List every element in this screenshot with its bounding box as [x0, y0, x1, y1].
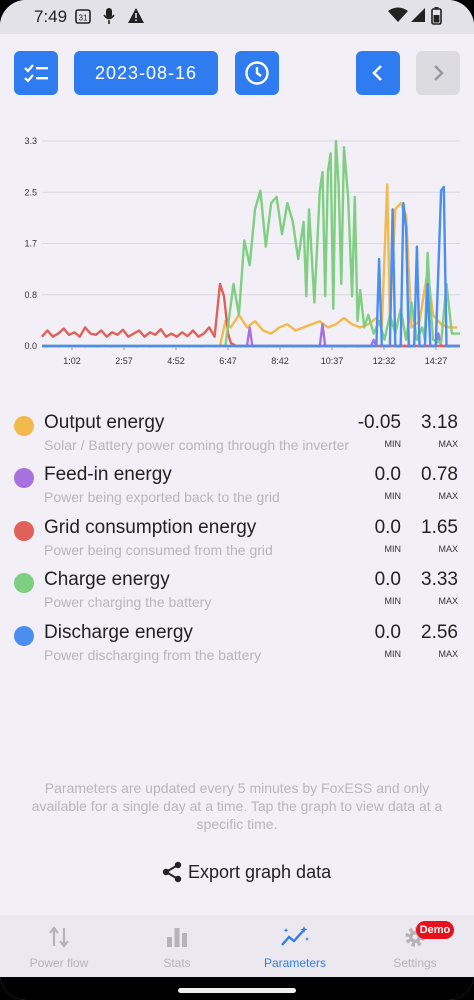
legend-min-value: 0.0: [374, 569, 401, 590]
warning-icon: [127, 7, 145, 27]
legend-row: Grid consumption energy Power being consu…: [14, 514, 464, 566]
export-graph-data-button[interactable]: Export graph data: [160, 858, 331, 886]
x-tick-label: 14:27: [425, 356, 448, 366]
nav-label-power-flow: Power flow: [29, 956, 89, 970]
legend-row: Feed-in energy Power being exported back …: [14, 461, 464, 513]
legend-min-value: 0.0: [374, 517, 401, 538]
legend-min-caption: MIN: [384, 649, 402, 659]
legend-max-caption: MAX: [438, 544, 458, 554]
demo-badge: Demo: [416, 921, 454, 939]
status-time: 7:49: [34, 7, 68, 26]
nav-label-stats: Stats: [163, 956, 191, 970]
legend-min-value: 0.0: [374, 464, 401, 485]
legend-color-dot: [14, 573, 34, 593]
nav-power-flow[interactable]: Power flow: [0, 915, 118, 977]
legend-max-value: 3.33: [421, 569, 458, 590]
legend-color-dot: [14, 416, 34, 436]
info-text: Parameters are updated every 5 minutes b…: [31, 780, 443, 832]
legend-max-value: 0.78: [421, 464, 458, 485]
x-tick-label: 1:02: [63, 356, 81, 366]
signal-icon: [410, 7, 426, 26]
nav-label-settings: Settings: [393, 956, 437, 970]
share-icon: [162, 861, 182, 883]
calendar-day: 31: [79, 14, 88, 23]
series-line-grid: [41, 282, 460, 348]
legend-min-caption: MIN: [384, 544, 402, 554]
legend-color-dot: [14, 521, 34, 541]
legend-row: Discharge energy Power discharging from t…: [14, 619, 464, 671]
stats-icon: [118, 925, 236, 951]
status-bar: 7:49 31: [0, 0, 474, 34]
export-label: Export graph data: [188, 861, 332, 882]
legend-min-caption: MIN: [384, 491, 402, 501]
chevron-left-icon: [372, 65, 382, 81]
x-tick-label: 4:52: [167, 356, 185, 366]
legend-color-dot: [14, 626, 34, 646]
legend-max-value: 2.56: [421, 622, 458, 643]
home-indicator[interactable]: [178, 988, 296, 993]
next-day-button[interactable]: [416, 51, 460, 95]
power-flow-icon: [0, 925, 118, 951]
legend-max-value: 1.65: [421, 517, 458, 538]
legend-color-dot: [14, 468, 34, 488]
mic-icon: [103, 7, 115, 28]
bottom-nav: Power flow Stats Parameters Settings: [0, 915, 474, 977]
y-tick-label: 0.8: [24, 290, 37, 300]
chevron-right-icon: [434, 65, 444, 81]
legend-max-caption: MAX: [438, 439, 458, 449]
checklist-icon: [24, 64, 48, 83]
legend-min-value: -0.05: [357, 412, 401, 433]
legend-subtitle: Power being exported back to the grid: [44, 489, 280, 505]
time-button[interactable]: [235, 51, 279, 95]
series-line-charge: [42, 139, 460, 348]
x-tick-label: 2:57: [115, 356, 133, 366]
date-picker-button[interactable]: 2023-08-16: [74, 51, 218, 95]
nav-settings[interactable]: Settings: [356, 915, 474, 977]
legend-title: Charge energy: [44, 569, 170, 590]
checklist-button[interactable]: [14, 51, 58, 95]
legend-subtitle: Power discharging from the battery: [44, 647, 262, 663]
legend-subtitle: Power charging the battery: [44, 594, 212, 610]
x-tick-label: 8:42: [271, 356, 289, 366]
calendar-icon: 31: [75, 8, 91, 27]
parameters-icon: [236, 925, 354, 951]
legend-row: Output energy Solar / Battery power comin…: [14, 409, 464, 461]
x-tick-label: 10:37: [321, 356, 344, 366]
battery-icon: [431, 7, 442, 28]
legend-subtitle: Power being consumed from the grid: [44, 542, 273, 558]
series-line-discharge: [42, 185, 460, 348]
previous-day-button[interactable]: [356, 51, 400, 95]
nav-parameters[interactable]: Parameters: [236, 915, 354, 977]
legend-title: Grid consumption energy: [44, 517, 257, 538]
y-tick-label: 3.3: [24, 136, 37, 146]
legend-title: Discharge energy: [44, 622, 193, 643]
nav-label-parameters: Parameters: [263, 956, 327, 970]
legend-max-caption: MAX: [438, 491, 458, 501]
wifi-icon: [388, 7, 408, 26]
y-tick-label: 2.5: [24, 187, 37, 197]
legend-min-caption: MIN: [384, 596, 402, 606]
settings-icon: [356, 925, 474, 951]
legend-subtitle: Solar / Battery power coming through the…: [44, 437, 350, 453]
legend-min-caption: MIN: [384, 439, 402, 449]
nav-stats[interactable]: Stats: [118, 915, 236, 977]
energy-chart[interactable]: 0.0 0.8 1.7 2.5 3.3 1:02 2:57 4:52 6:47 8:42 10:37…: [12, 130, 464, 375]
clock-icon: [245, 61, 269, 85]
legend-max-value: 3.18: [421, 412, 458, 433]
legend-title: Feed-in energy: [44, 464, 172, 485]
legend-min-value: 0.0: [374, 622, 401, 643]
legend-max-caption: MAX: [438, 649, 458, 659]
y-tick-label: 1.7: [24, 239, 37, 249]
x-tick-label: 6:47: [219, 356, 237, 366]
legend-row: Charge energy Power charging the battery 0…: [14, 566, 464, 618]
x-tick-label: 12:32: [373, 356, 396, 366]
legend-title: Output energy: [44, 412, 165, 433]
y-tick-label: 0.0: [24, 341, 37, 351]
legend-max-caption: MAX: [438, 596, 458, 606]
